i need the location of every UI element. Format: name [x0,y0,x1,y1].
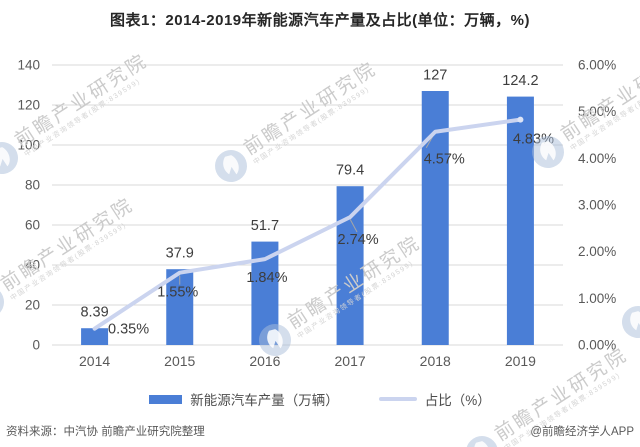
legend-share-label: 占比（%） [424,393,491,408]
svg-text:80: 80 [25,178,40,193]
credit-note: @前瞻经济学人APP [530,426,634,438]
svg-text:1.84%: 1.84% [246,270,287,286]
svg-text:4.00%: 4.00% [578,151,616,166]
svg-text:2018: 2018 [420,353,451,369]
svg-text:2017: 2017 [335,353,366,369]
svg-text:79.4: 79.4 [336,163,364,179]
svg-text:2.74%: 2.74% [338,232,379,248]
svg-text:2015: 2015 [164,353,195,369]
legend-item-share: 占比（%） [378,389,491,409]
svg-text:1.00%: 1.00% [578,291,616,306]
svg-text:0.00%: 0.00% [578,338,616,353]
svg-text:0.35%: 0.35% [108,322,149,338]
legend: 新能源汽车产量（万辆） 占比（%） [0,389,640,409]
svg-text:0: 0 [32,338,40,353]
legend-bar-swatch-icon [149,394,183,404]
source-note: 资料来源：中汽协 前瞻产业研究院整理 [6,426,205,438]
svg-text:2.00%: 2.00% [578,244,616,259]
svg-text:3.00%: 3.00% [578,198,616,213]
svg-text:51.7: 51.7 [251,218,279,234]
svg-text:140: 140 [17,58,40,73]
footer: 资料来源：中汽协 前瞻产业研究院整理 @前瞻经济学人APP [6,423,634,439]
chart-title: 图表1：2014-2019年新能源汽车产量及占比(单位：万辆，%) [110,12,530,29]
svg-text:40: 40 [25,258,40,273]
svg-text:8.39: 8.39 [80,305,108,321]
svg-text:37.9: 37.9 [166,246,194,262]
svg-text:20: 20 [25,298,40,313]
svg-text:4.83%: 4.83% [513,132,554,148]
svg-text:100: 100 [17,138,40,153]
svg-text:127: 127 [423,68,447,84]
svg-text:120: 120 [17,98,40,113]
svg-text:2014: 2014 [79,353,110,369]
svg-text:2019: 2019 [505,353,536,369]
legend-line-swatch-icon [378,397,417,401]
svg-text:124.2: 124.2 [502,73,538,89]
legend-item-production: 新能源汽车产量（万辆） [149,389,339,409]
legend-production-label: 新能源汽车产量（万辆） [190,393,339,408]
svg-text:5.00%: 5.00% [578,104,616,119]
svg-text:1.55%: 1.55% [157,285,198,301]
svg-text:60: 60 [25,218,40,233]
svg-text:2016: 2016 [249,353,280,369]
svg-text:4.57%: 4.57% [424,152,465,168]
svg-text:6.00%: 6.00% [578,58,616,73]
